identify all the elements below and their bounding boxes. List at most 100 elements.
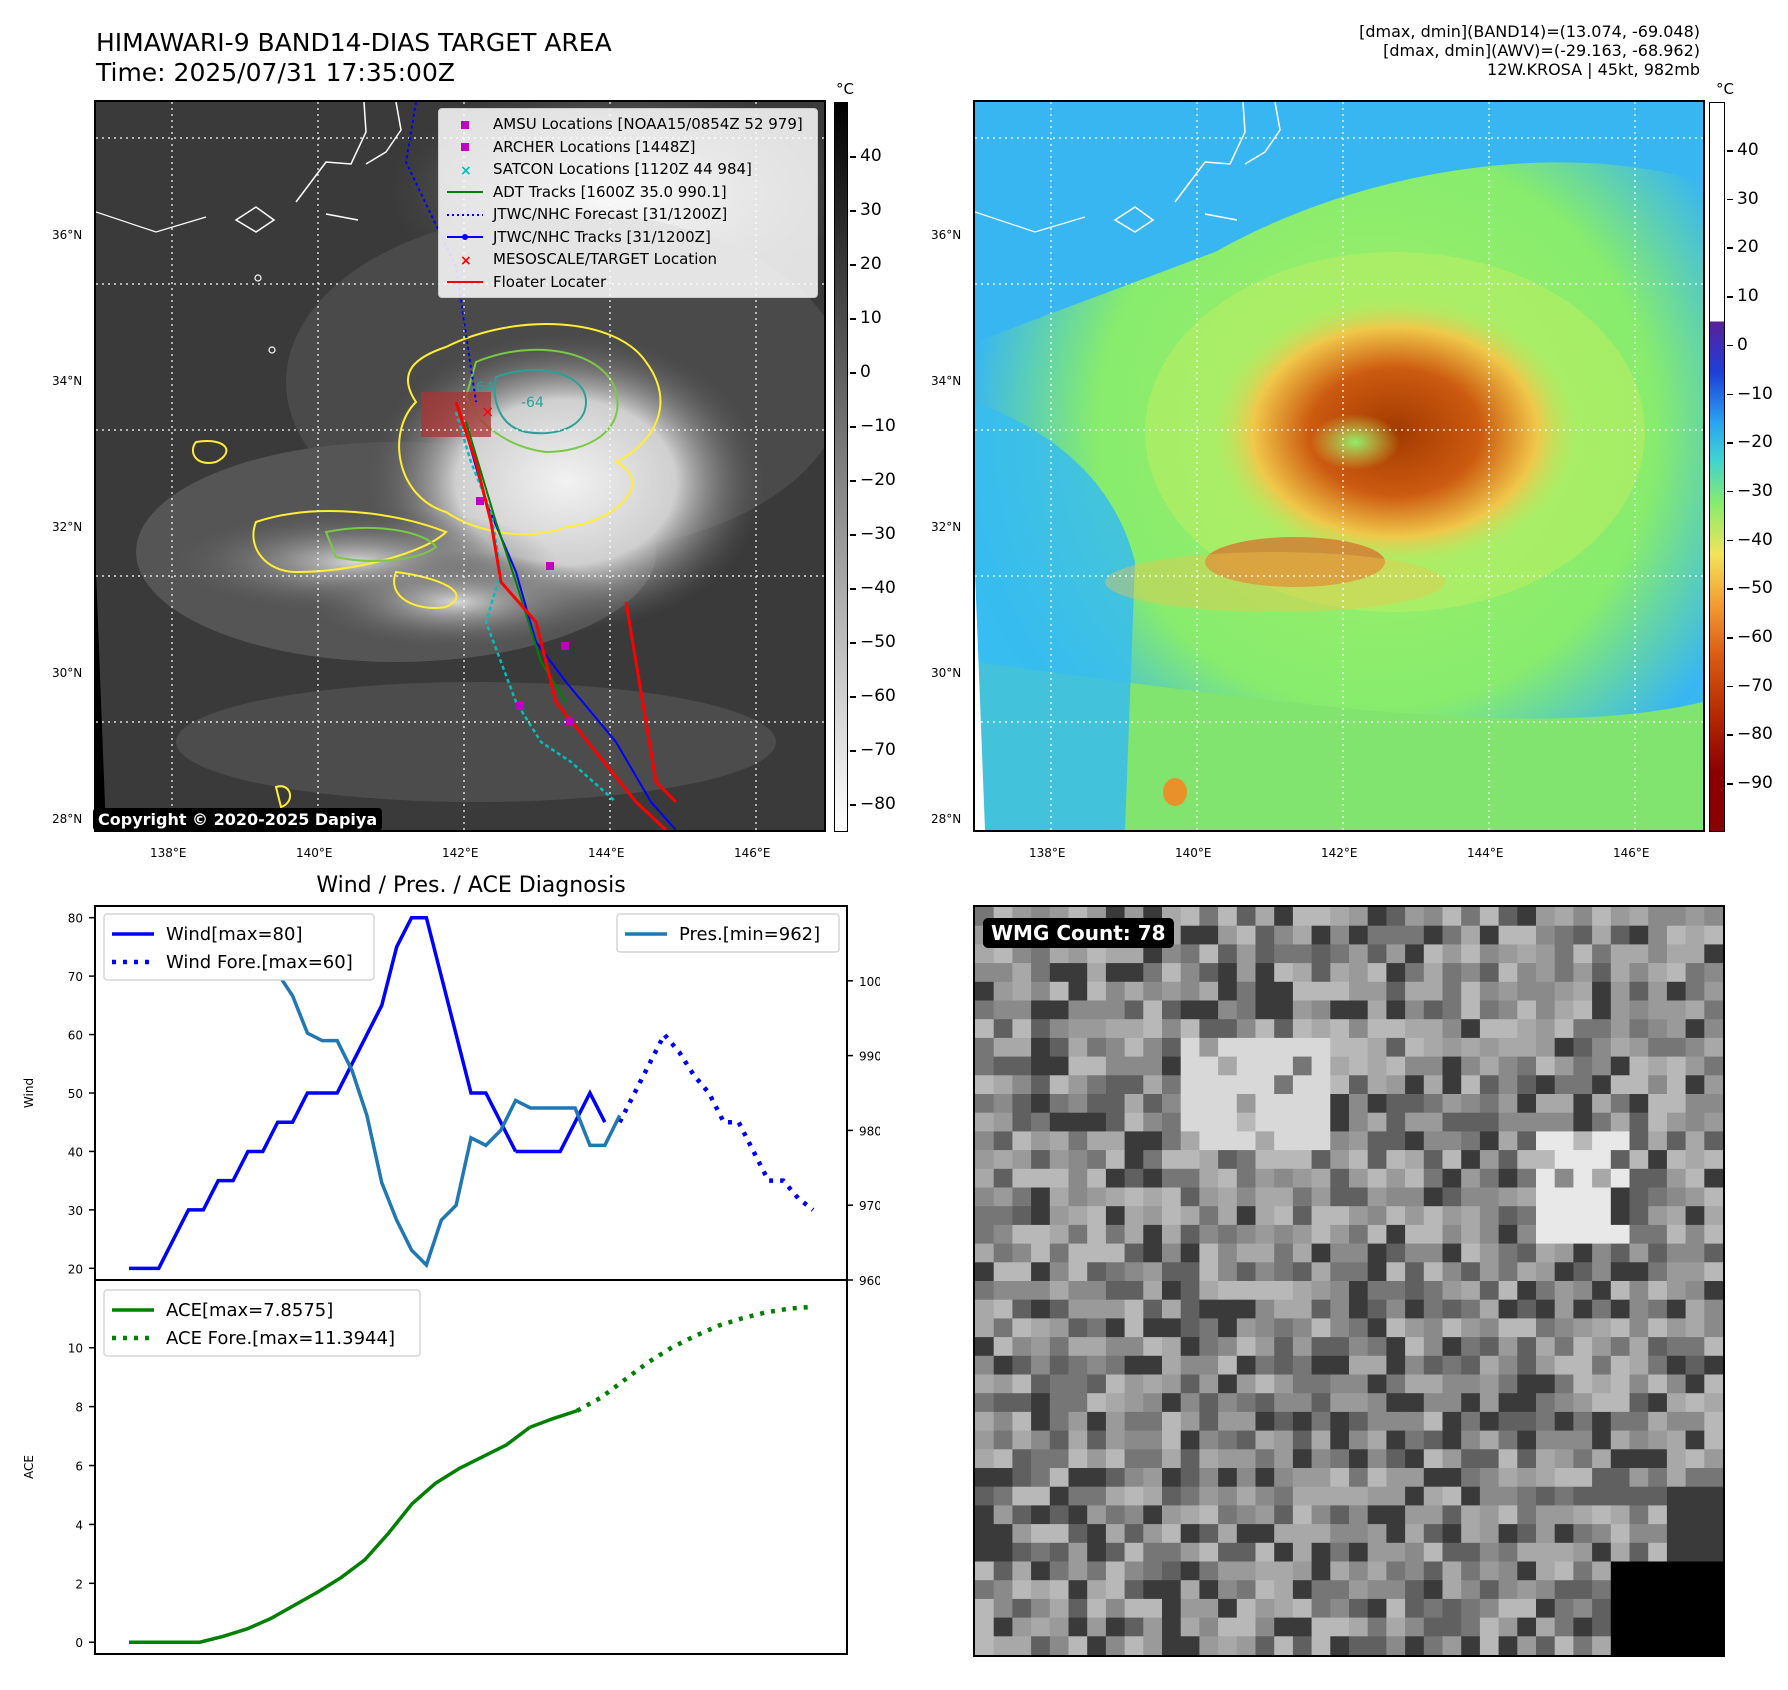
colorbar-tick-label: −20 bbox=[860, 470, 896, 490]
legend-swatch: × bbox=[460, 253, 472, 269]
legend-label: MESOSCALE/TARGET Location bbox=[493, 250, 718, 268]
colorbar-tick-label: −10 bbox=[860, 416, 896, 436]
colorbar-tick-label: 10 bbox=[860, 308, 882, 328]
colorbar-tick-label: 20 bbox=[860, 254, 882, 274]
ace-axis-label: ACE bbox=[22, 1455, 36, 1479]
contour-label-2: -64 bbox=[521, 395, 544, 411]
pressure-tick-label: 960 bbox=[859, 1274, 880, 1288]
legend-entry: JTWC/NHC Tracks [31/1200Z] bbox=[445, 228, 711, 246]
awv-map-panel bbox=[973, 100, 1705, 832]
wmg-count-badge: WMG Count: 78 bbox=[983, 918, 1174, 948]
colorbar-tick-mark bbox=[1727, 344, 1733, 347]
ace-tick-label: 2 bbox=[75, 1577, 83, 1591]
colorbar-tick-mark bbox=[850, 156, 856, 158]
ace-series-line bbox=[129, 1425, 532, 1644]
wind-tick-label: 60 bbox=[68, 1029, 83, 1043]
colorbar-tick-mark bbox=[850, 642, 856, 644]
colorbar-tick-mark bbox=[1727, 150, 1733, 152]
colorbar-tick-label: −60 bbox=[1737, 627, 1773, 647]
colorbar-tick-label: −40 bbox=[1737, 529, 1773, 550]
wind-tick-label: 30 bbox=[68, 1204, 83, 1218]
pressure-tick-label: 980 bbox=[859, 1124, 880, 1138]
colorbar-tick-mark bbox=[1727, 247, 1733, 249]
legend-swatch bbox=[461, 120, 469, 129]
colorbar-tick-mark bbox=[850, 264, 856, 266]
ir-colorbar-unit: °C bbox=[836, 80, 854, 98]
wind-tick-label: 50 bbox=[68, 1087, 83, 1101]
pressure-tick-label: 970 bbox=[859, 1199, 880, 1213]
colorbar-tick-label: −20 bbox=[1737, 432, 1773, 453]
longitude-label: 144°E bbox=[1467, 846, 1504, 860]
chart-legend-label: Wind[max=80] bbox=[166, 924, 303, 945]
colorbar-tick-mark bbox=[1727, 539, 1733, 542]
legend-swatch bbox=[447, 281, 483, 283]
legend-entry: ADT Tracks [1600Z 35.0 990.1] bbox=[445, 183, 727, 201]
chart-legend-box bbox=[103, 1289, 421, 1357]
colorbar-tick-mark bbox=[850, 696, 856, 698]
longitude-label: 142°E bbox=[442, 846, 479, 860]
colorbar-tick-label: −90 bbox=[1737, 773, 1773, 794]
legend-entry: ARCHER Locations [1448Z] bbox=[445, 138, 696, 156]
longitude-label: 144°E bbox=[588, 846, 625, 860]
legend-swatch: × bbox=[460, 163, 472, 179]
latitude-label: 30°N bbox=[931, 666, 962, 680]
wind-series-line bbox=[515, 1089, 607, 1154]
ace-tick-label: 8 bbox=[75, 1401, 83, 1415]
awv-colorbar-unit: °C bbox=[1716, 80, 1734, 98]
longitude-label: 146°E bbox=[1613, 846, 1650, 860]
chart-legend-label: ACE Fore.[max=11.3944] bbox=[166, 1328, 395, 1349]
latitude-label: 28°N bbox=[931, 812, 962, 826]
colorbar-tick-mark bbox=[850, 804, 856, 806]
legend-label: JTWC/NHC Forecast [31/1200Z] bbox=[493, 205, 728, 223]
wind-tick-label: 70 bbox=[68, 970, 83, 984]
wind-legend: Wind[max=80] Wind Fore.[max=60] bbox=[103, 913, 375, 981]
colorbar-tick-mark bbox=[1727, 393, 1733, 395]
colorbar-tick-label: 30 bbox=[860, 200, 882, 220]
colorbar-tick-label: −80 bbox=[1737, 724, 1773, 745]
diagnosis-chart: Wind / Pres. / ACE Diagnosis203040506070… bbox=[22, 873, 880, 1655]
latitude-label: 34°N bbox=[52, 374, 83, 388]
ace-legend: ACE[max=7.8575] ACE Fore.[max=11.3944] bbox=[103, 1289, 421, 1357]
awv-colorbar bbox=[1709, 102, 1725, 832]
colorbar-tick-mark bbox=[1727, 198, 1733, 201]
awv-map-image bbox=[975, 102, 1703, 830]
colorbar-tick-label: −80 bbox=[860, 794, 896, 814]
info-line1: [dmax, dmin](BAND14)=(13.074, -69.048) bbox=[1359, 22, 1700, 41]
legend-entry: × MESOSCALE/TARGET Location bbox=[445, 250, 718, 269]
legend-entry: Floater Locater bbox=[445, 273, 606, 291]
latitude-label: 36°N bbox=[931, 228, 962, 242]
legend-label: ARCHER Locations [1448Z] bbox=[493, 137, 696, 156]
chart-legend-box bbox=[103, 913, 375, 981]
colorbar-tick-mark bbox=[1727, 296, 1733, 298]
ace-tick-label: 4 bbox=[75, 1518, 83, 1532]
latitude-label: 32°N bbox=[931, 520, 962, 534]
colorbar-tick-label: −30 bbox=[1737, 480, 1773, 501]
diagnosis-title: Wind / Pres. / ACE Diagnosis bbox=[316, 873, 625, 898]
ace-forecast-line bbox=[576, 1304, 814, 1413]
legend-entry: AMSU Locations [NOAA15/0854Z 52 979] bbox=[445, 115, 803, 133]
chart-legend-box bbox=[616, 913, 840, 953]
wind-tick-label: 80 bbox=[68, 912, 83, 926]
svg-text:×: × bbox=[460, 253, 472, 267]
colorbar-tick-mark bbox=[1727, 783, 1733, 785]
copyright-badge: Copyright © 2020-2025 Dapiya bbox=[93, 808, 383, 831]
longitude-label: 138°E bbox=[1029, 846, 1066, 860]
pressure-legend: Pres.[min=962] bbox=[616, 913, 840, 953]
colorbar-tick-label: −50 bbox=[860, 632, 896, 652]
colorbar-tick-label: 20 bbox=[1737, 237, 1759, 258]
colorbar-tick-mark bbox=[850, 480, 856, 482]
svg-text:×: × bbox=[481, 402, 494, 421]
ace-tick-label: 6 bbox=[75, 1460, 83, 1474]
latitude-label: 32°N bbox=[52, 520, 83, 534]
latitude-label: 34°N bbox=[931, 374, 962, 388]
chart-legend-label: ACE[max=7.8575] bbox=[166, 1300, 333, 1321]
longitude-label: 140°E bbox=[296, 846, 333, 860]
longitude-label: 142°E bbox=[1321, 846, 1358, 860]
legend-entry: JTWC/NHC Forecast [31/1200Z] bbox=[445, 205, 727, 223]
svg-text:×: × bbox=[460, 163, 472, 177]
longitude-label: 138°E bbox=[150, 846, 187, 860]
colorbar-tick-label: 30 bbox=[1737, 188, 1759, 209]
info-line3: 12W.KROSA | 45kt, 982mb bbox=[1487, 60, 1700, 79]
legend-label: Floater Locater bbox=[493, 272, 607, 291]
